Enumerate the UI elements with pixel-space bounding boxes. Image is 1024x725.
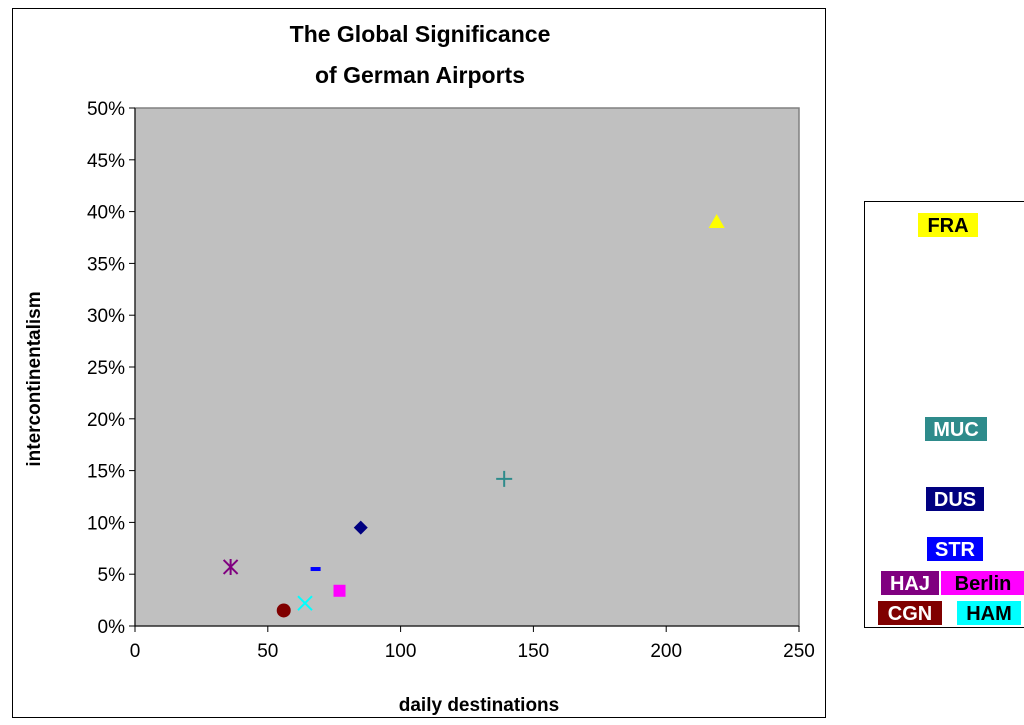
legend-label: HAJ — [890, 573, 930, 595]
point-str — [310, 567, 321, 572]
legend-label: FRA — [927, 215, 968, 237]
chart-title-line-1: The Global Significance — [290, 21, 551, 47]
legend-label: MUC — [933, 419, 979, 441]
legend-label: Berlin — [955, 573, 1012, 595]
y-tick-label: 50% — [87, 99, 125, 120]
x-tick-label: 150 — [518, 641, 550, 662]
legend-item-muc: MUC — [925, 417, 987, 441]
data-points — [222, 213, 725, 618]
legend: FRA MUC DUS STR HAJ Berlin CGN HAM — [864, 201, 1024, 628]
point-muc — [496, 470, 513, 487]
y-tick-label: 5% — [98, 565, 126, 586]
chart-area: The Global Significance of German Airpor… — [12, 8, 826, 718]
x-tick-label: 250 — [783, 641, 815, 662]
legend-item-fra: FRA — [918, 213, 978, 237]
y-tick-label: 35% — [87, 254, 125, 275]
y-tick-label: 25% — [87, 358, 125, 379]
y-tick-label: 0% — [98, 617, 126, 638]
y-axis-label: intercontinentalism — [24, 291, 45, 466]
x-tick-label: 0 — [130, 641, 141, 662]
x-tick-label: 100 — [385, 641, 417, 662]
point-dus — [353, 520, 368, 535]
y-tick-label: 40% — [87, 203, 125, 224]
legend-label: HAM — [966, 603, 1012, 625]
point-cgn — [276, 603, 291, 618]
x-axis: 0 50 100 150 200 250 — [130, 625, 815, 662]
legend-item-berlin: Berlin — [941, 571, 1024, 595]
y-tick-label: 30% — [87, 306, 125, 327]
point-berlin — [333, 584, 346, 597]
y-tick-label: 10% — [87, 513, 125, 534]
legend-item-str: STR — [927, 537, 983, 561]
y-tick-label: 20% — [87, 410, 125, 431]
x-tick-label: 200 — [650, 641, 682, 662]
plot-area — [134, 107, 800, 627]
x-axis-label: daily destinations — [399, 695, 559, 716]
y-tick-label: 45% — [87, 151, 125, 172]
legend-label: CGN — [888, 603, 932, 625]
legend-item-ham: HAM — [957, 601, 1021, 625]
legend-label: DUS — [934, 489, 976, 511]
point-haj — [222, 558, 239, 575]
legend-label: STR — [935, 539, 976, 561]
x-tick-label: 50 — [257, 641, 278, 662]
point-fra — [708, 213, 725, 228]
y-tick-label: 15% — [87, 462, 125, 483]
y-axis: 0% 5% 10% 15% 20% 25% 30% 35% 40% 45% 50% — [87, 99, 136, 638]
legend-item-haj: HAJ — [881, 571, 939, 595]
legend-item-cgn: CGN — [878, 601, 942, 625]
chart-title-line-2: of German Airports — [315, 62, 525, 88]
point-ham — [297, 595, 313, 611]
scatter-chart: The Global Significance of German Airpor… — [24, 21, 815, 716]
legend-item-dus: DUS — [926, 487, 984, 511]
